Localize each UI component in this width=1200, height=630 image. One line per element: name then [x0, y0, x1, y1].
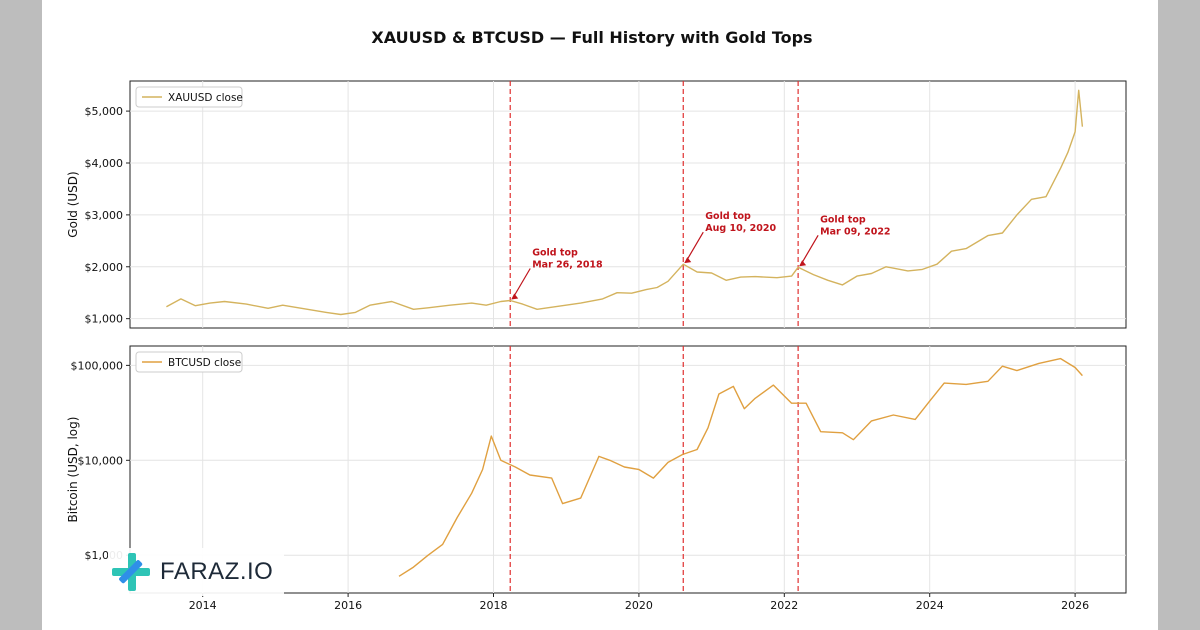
gold-top-arrowhead: [799, 260, 807, 267]
x-tick-label: 2014: [189, 599, 217, 612]
chart-card: XAUUSD & BTCUSD — Full History with Gold…: [42, 0, 1158, 630]
gold-legend-label: XAUUSD close: [168, 92, 243, 104]
btc-plot-frame: [129, 345, 1127, 594]
btc-y-tick-label: $10,000: [78, 454, 124, 467]
gold-y-axis-label: Gold (USD): [66, 171, 80, 237]
gold-top-arrow: [800, 234, 819, 265]
gold-top-label: Gold top: [532, 247, 578, 258]
gold-top-date: Mar 26, 2018: [532, 259, 603, 270]
gold-top-arrowhead: [684, 257, 692, 264]
gold-top-label: Gold top: [820, 214, 866, 225]
x-tick-label: 2026: [1061, 599, 1089, 612]
faraz-logo-text: FARAZ.IO: [160, 558, 274, 585]
gold-top-date: Mar 09, 2022: [820, 226, 890, 237]
btc-legend-box: [135, 351, 243, 373]
chart-title: XAUUSD & BTCUSD — Full History with Gold…: [371, 28, 812, 47]
gold-series-line: [166, 89, 1084, 316]
gold-plot-frame: [129, 80, 1127, 329]
faraz-logo-icon: [112, 553, 150, 591]
x-tick-label: 2022: [770, 599, 798, 612]
gold-legend-box: [135, 86, 243, 108]
gold-top-date: Aug 10, 2020: [705, 223, 776, 234]
gold-y-tick-label: $1,000: [85, 313, 124, 326]
gold-top-arrow: [512, 268, 531, 298]
gold-y-tick-label: $2,000: [85, 261, 124, 274]
btc-y-tick-label: $100,000: [71, 359, 124, 372]
gold-top-arrowhead: [511, 293, 519, 300]
gold-y-tick-label: $5,000: [85, 105, 124, 118]
gold-panel: $1,000 $2,000 $3,000 $4,000 $5,000 Gold (USD)…: [66, 80, 1127, 329]
btc-legend: BTCUSD close: [135, 351, 243, 373]
chart-figure: XAUUSD & BTCUSD — Full History with Gold…: [66, 28, 1127, 612]
gold-top-arrow: [685, 231, 704, 262]
x-tick-label: 2020: [625, 599, 653, 612]
x-tick-label: 2018: [480, 599, 508, 612]
gold-legend: XAUUSD close: [135, 86, 243, 108]
gold-y-tick-label: $3,000: [85, 209, 124, 222]
btc-series-line: [398, 357, 1083, 577]
x-tick-label: 2016: [334, 599, 362, 612]
btc-y-axis-label: Bitcoin (USD, log): [66, 417, 80, 523]
faraz-logo: FARAZ.IO: [108, 548, 284, 596]
x-tick-label: 2024: [916, 599, 944, 612]
btc-legend-label: BTCUSD close: [168, 357, 241, 369]
gold-y-tick-label: $4,000: [85, 157, 124, 170]
gold-top-label: Gold top: [705, 211, 751, 222]
